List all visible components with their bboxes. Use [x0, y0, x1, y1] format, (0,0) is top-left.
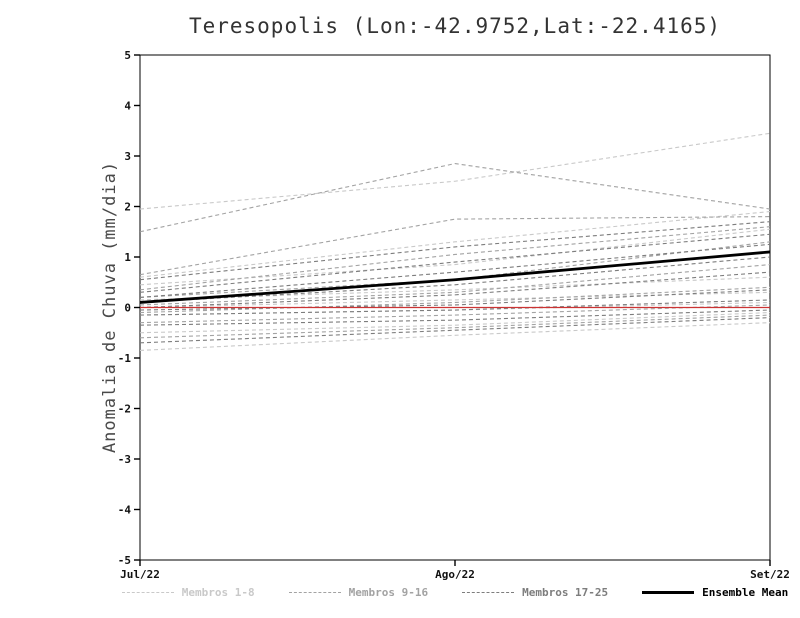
y-tick-label: 4 [124, 100, 131, 113]
chart-title: Teresopolis (Lon:-42.9752,Lat:-22.4165) [188, 14, 722, 38]
y-tick-label: 0 [124, 302, 131, 315]
y-tick-label: 2 [124, 201, 131, 214]
member-line [139, 211, 771, 278]
legend: Membros 1-8 Membros 9-16 Membros 17-25 E… [121, 586, 788, 599]
legend-line-members-1-8-icon [121, 592, 174, 593]
ensemble-mean-line [139, 250, 771, 304]
member-line [139, 314, 771, 339]
member-line [139, 322, 771, 351]
legend-label-members-9-16: Membros 9-16 [348, 586, 429, 599]
x-tick-label: Jul/22 [120, 568, 160, 581]
legend-label-ensemble-mean: Ensemble Mean [702, 586, 789, 599]
member-line [139, 286, 771, 314]
member-line [139, 163, 771, 233]
legend-item-ensemble-mean: Ensemble Mean [642, 586, 788, 599]
member-line [139, 264, 771, 306]
legend-label-members-1-8: Membros 1-8 [181, 586, 255, 599]
member-line [139, 317, 771, 344]
x-tick-label: Ago/22 [435, 568, 475, 581]
member-line [139, 256, 771, 303]
y-tick-label: -5 [118, 554, 131, 567]
legend-line-members-17-25-icon [462, 592, 515, 593]
x-tick-label: Set/22 [750, 568, 790, 581]
member-line [139, 304, 771, 324]
member-line [139, 216, 771, 276]
y-tick-label: -1 [118, 352, 132, 365]
y-tick-label: 1 [124, 251, 131, 264]
legend-item-members-17-25: Membros 17-25 [462, 586, 608, 599]
member-line [139, 233, 771, 293]
legend-item-members-9-16: Membros 9-16 [288, 586, 429, 599]
member-line [139, 226, 771, 291]
member-line [139, 309, 771, 326]
y-tick-label: -3 [118, 453, 131, 466]
member-line [139, 132, 771, 210]
member-line [139, 228, 771, 286]
member-line [139, 243, 771, 298]
member-line [139, 312, 771, 334]
legend-label-members-17-25: Membros 17-25 [522, 586, 609, 599]
member-line [139, 221, 771, 281]
y-tick-label: -2 [118, 403, 131, 416]
member-line [139, 299, 771, 316]
legend-line-ensemble-mean-icon [642, 591, 695, 594]
legend-item-members-1-8: Membros 1-8 [121, 586, 255, 599]
member-line [139, 289, 771, 311]
y-tick-label: 3 [124, 150, 131, 163]
legend-line-members-9-16-icon [288, 592, 341, 593]
member-line [139, 271, 771, 309]
member-line [139, 241, 771, 298]
y-tick-label: -4 [118, 504, 132, 517]
y-tick-label: 5 [124, 49, 131, 62]
